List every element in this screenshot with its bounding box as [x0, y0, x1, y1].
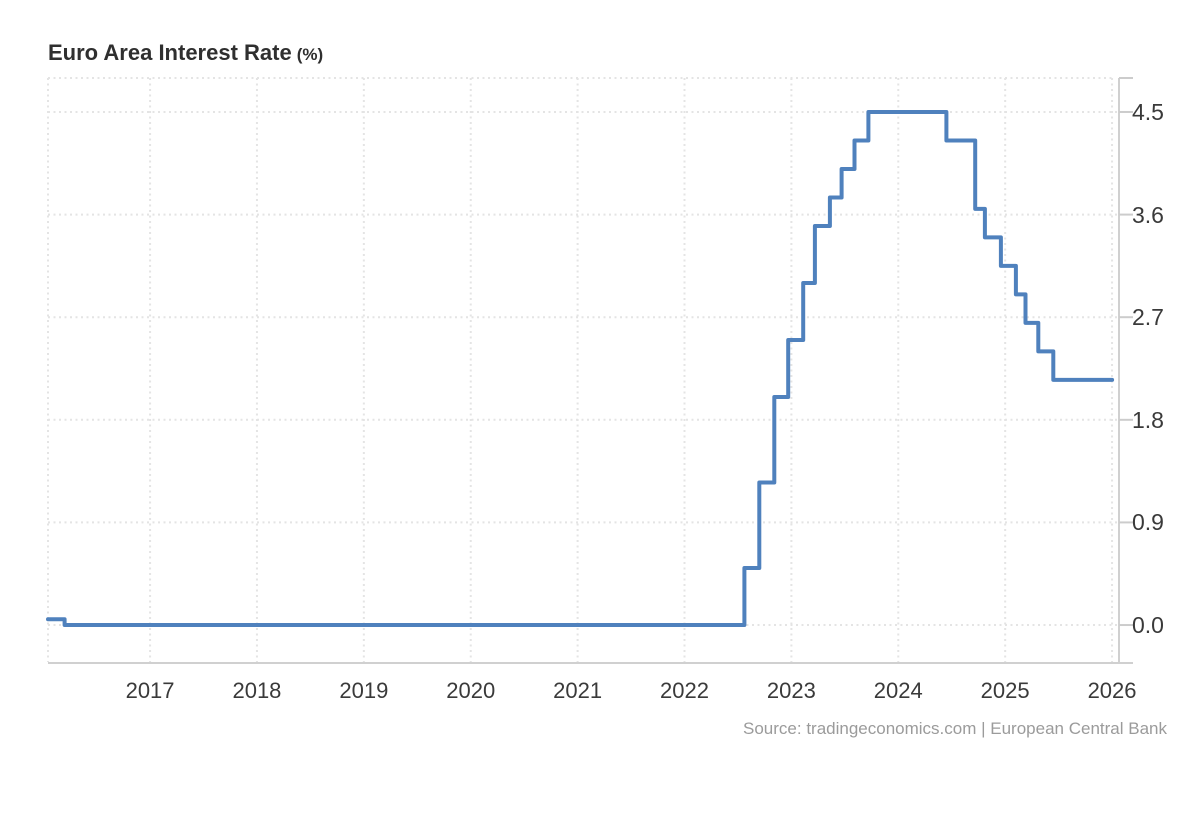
x-axis-label: 2021 [553, 678, 603, 703]
y-axis-label: 4.5 [1132, 98, 1164, 125]
interest-rate-series-line[interactable] [46, 110, 1115, 627]
x-axis-label: 2025 [980, 678, 1030, 703]
x-axis-label: 2022 [660, 678, 709, 703]
y-axis-label: 1.8 [1132, 406, 1164, 433]
x-axis-label: 2024 [873, 678, 923, 703]
y-axis-label: 3.6 [1132, 201, 1164, 228]
chart-title-unit: (%) [296, 45, 324, 64]
x-axis-label: 2026 [1087, 678, 1137, 703]
y-axis-label: 0.0 [1132, 612, 1164, 639]
x-axis-label: 2019 [339, 678, 389, 703]
x-axis-label: 2020 [446, 678, 496, 703]
chart-title-text: Euro Area Interest Rate [48, 40, 292, 65]
step-line-chart [46, 77, 1133, 664]
x-axis-label: 2018 [232, 678, 282, 703]
x-axis-label: 2023 [766, 678, 816, 703]
chart-title: Euro Area Interest Rate (%) [48, 40, 323, 66]
y-axis-label: 2.7 [1132, 304, 1164, 331]
source-credit: Source: tradingeconomics.com | European … [743, 719, 1167, 738]
y-axis-label: 0.9 [1132, 509, 1164, 536]
x-axis-label: 2017 [125, 678, 175, 703]
